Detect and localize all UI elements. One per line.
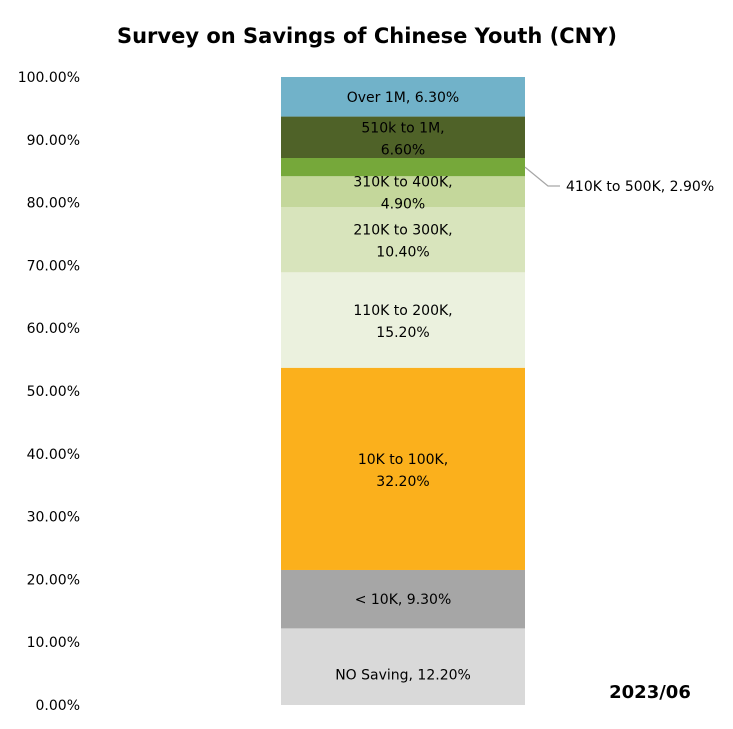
data-label: Over 1M, 6.30% (347, 90, 460, 106)
data-label: 10.40% (376, 245, 429, 261)
data-label: 510k to 1M, (361, 120, 444, 136)
data-label: 15.20% (376, 325, 429, 341)
bar-stack (281, 77, 525, 705)
y-tick-label: 100.00% (18, 70, 80, 86)
y-tick-label: 70.00% (27, 258, 80, 274)
data-label: 110K to 200K, (353, 303, 452, 319)
y-tick-label: 40.00% (27, 447, 80, 463)
y-tick-label: 80.00% (27, 196, 80, 212)
y-tick-label: 30.00% (27, 510, 80, 526)
chart-title: Survey on Savings of Chinese Youth (CNY) (117, 24, 617, 48)
bar-segment (281, 176, 525, 207)
data-label: 32.20% (376, 474, 429, 490)
data-label: 210K to 300K, (353, 223, 452, 239)
data-label: 4.90% (381, 197, 425, 213)
data-label: 10K to 100K, (358, 452, 448, 468)
data-label: 410K to 500K, 2.90% (566, 179, 714, 195)
data-labels: NO Saving, 12.20% < 10K, 9.30% 10K to 100K… (335, 90, 714, 684)
y-tick-label: 60.00% (27, 321, 80, 337)
y-tick-label: 10.00% (27, 635, 80, 651)
y-tick-label: 90.00% (27, 133, 80, 149)
bar-segment (281, 116, 525, 159)
data-label: NO Saving, 12.20% (335, 668, 471, 684)
bar-segment (281, 77, 525, 117)
bar-segment (281, 569, 525, 629)
leader-line (524, 166, 560, 187)
date-annotation: 2023/06 (609, 682, 691, 703)
y-axis: 0.00% 10.00% 20.00% 30.00% 40.00% 50.00% 60.00… (18, 70, 80, 714)
y-tick-label: 50.00% (27, 384, 80, 400)
bar-segment (281, 206, 525, 273)
bar-segment (281, 158, 525, 177)
y-tick-label: 20.00% (27, 572, 80, 588)
y-tick-label: 0.00% (36, 698, 80, 714)
data-label: 6.60% (381, 142, 425, 158)
data-label: < 10K, 9.30% (355, 592, 452, 608)
bar-segment (281, 272, 525, 368)
bar-segment (281, 628, 525, 705)
data-label: 310K to 400K, (353, 175, 452, 191)
bar-segment (281, 367, 525, 570)
